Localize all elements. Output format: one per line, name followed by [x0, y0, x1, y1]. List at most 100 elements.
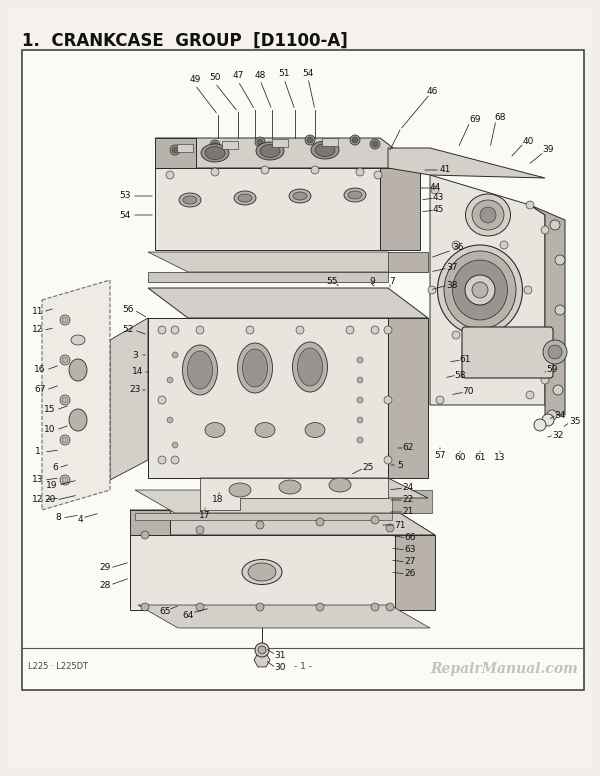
Ellipse shape: [248, 563, 276, 581]
Ellipse shape: [466, 194, 511, 236]
Circle shape: [196, 326, 204, 334]
Text: 27: 27: [404, 557, 416, 566]
Bar: [222, 141, 238, 149]
Text: 20: 20: [44, 496, 56, 504]
Ellipse shape: [234, 191, 256, 205]
Circle shape: [246, 326, 254, 334]
Polygon shape: [388, 252, 428, 272]
Ellipse shape: [293, 192, 307, 200]
Circle shape: [386, 603, 394, 611]
Bar: [322, 138, 338, 146]
Circle shape: [141, 531, 149, 539]
Polygon shape: [155, 168, 380, 250]
Text: 64: 64: [182, 611, 194, 619]
Circle shape: [60, 315, 70, 325]
Ellipse shape: [238, 343, 272, 393]
Circle shape: [256, 521, 264, 529]
Text: 61: 61: [459, 355, 471, 365]
Text: 31: 31: [274, 650, 286, 660]
Text: 43: 43: [433, 193, 443, 203]
Circle shape: [547, 410, 557, 420]
Ellipse shape: [242, 559, 282, 584]
Text: 6: 6: [52, 463, 58, 473]
Text: 17: 17: [199, 511, 211, 519]
Circle shape: [357, 437, 363, 443]
Circle shape: [167, 377, 173, 383]
Circle shape: [166, 171, 174, 179]
Circle shape: [261, 166, 269, 174]
Ellipse shape: [256, 142, 284, 160]
Text: - 1 -: - 1 -: [294, 662, 312, 671]
Circle shape: [526, 201, 534, 209]
Text: 57: 57: [434, 451, 446, 459]
Polygon shape: [155, 138, 196, 168]
Circle shape: [541, 376, 549, 384]
Ellipse shape: [293, 342, 328, 392]
Polygon shape: [42, 280, 110, 510]
Text: 50: 50: [209, 74, 221, 82]
Circle shape: [257, 139, 263, 145]
Circle shape: [526, 391, 534, 399]
Text: 18: 18: [212, 496, 224, 504]
Text: 10: 10: [44, 425, 56, 435]
Circle shape: [60, 435, 70, 445]
Circle shape: [346, 326, 354, 334]
Text: 24: 24: [403, 483, 413, 493]
Circle shape: [371, 326, 379, 334]
Text: 69: 69: [469, 116, 481, 124]
Text: 54: 54: [119, 210, 131, 220]
Circle shape: [465, 275, 495, 305]
Circle shape: [452, 331, 460, 339]
Polygon shape: [530, 205, 565, 415]
Circle shape: [158, 456, 166, 464]
Polygon shape: [130, 510, 170, 535]
Circle shape: [62, 357, 68, 363]
Circle shape: [452, 241, 460, 249]
Circle shape: [555, 255, 565, 265]
Text: 35: 35: [569, 417, 581, 427]
Polygon shape: [392, 490, 432, 513]
Text: 52: 52: [122, 325, 134, 334]
Text: 9: 9: [369, 278, 375, 286]
Circle shape: [255, 643, 269, 657]
Circle shape: [172, 147, 178, 153]
Polygon shape: [148, 318, 188, 478]
Circle shape: [371, 603, 379, 611]
Text: 47: 47: [232, 71, 244, 81]
Ellipse shape: [69, 359, 87, 381]
Ellipse shape: [305, 422, 325, 438]
Circle shape: [357, 357, 363, 363]
Ellipse shape: [348, 191, 362, 199]
Text: 14: 14: [133, 368, 143, 376]
Text: 51: 51: [278, 70, 290, 78]
Circle shape: [555, 305, 565, 315]
Text: 12: 12: [32, 496, 44, 504]
Text: 21: 21: [403, 508, 413, 517]
Polygon shape: [148, 272, 388, 282]
Polygon shape: [110, 318, 148, 480]
Text: 58: 58: [454, 370, 466, 379]
Text: 54: 54: [302, 68, 314, 78]
Text: 7: 7: [389, 278, 395, 286]
Text: 41: 41: [439, 165, 451, 175]
Circle shape: [172, 352, 178, 358]
Circle shape: [171, 456, 179, 464]
Circle shape: [350, 135, 360, 145]
Text: 5: 5: [397, 460, 403, 469]
Circle shape: [550, 220, 560, 230]
Circle shape: [384, 396, 392, 404]
Ellipse shape: [298, 348, 323, 386]
Circle shape: [60, 355, 70, 365]
Circle shape: [371, 516, 379, 524]
Circle shape: [386, 524, 394, 532]
Circle shape: [543, 340, 567, 364]
Text: 1.  CRANKCASE  GROUP  [D1100-A]: 1. CRANKCASE GROUP [D1100-A]: [22, 32, 348, 50]
Text: 65: 65: [159, 608, 171, 616]
Circle shape: [428, 286, 436, 294]
Text: 68: 68: [494, 113, 506, 123]
Text: 36: 36: [452, 244, 464, 252]
Circle shape: [167, 417, 173, 423]
Circle shape: [316, 603, 324, 611]
Circle shape: [500, 331, 508, 339]
Circle shape: [212, 142, 218, 148]
